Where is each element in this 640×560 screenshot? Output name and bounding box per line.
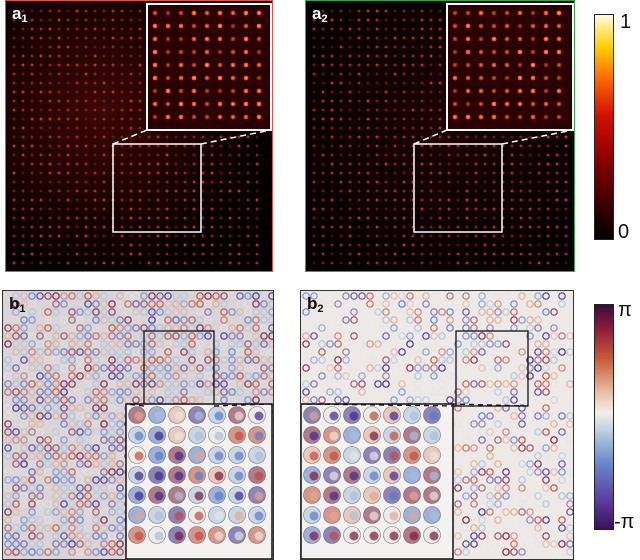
panel-label-b2: b2 (307, 294, 324, 315)
panel-a2: a2 (305, 0, 575, 272)
intensity-colorbar (594, 14, 614, 240)
panel-b2: b2 (300, 290, 574, 560)
panel-a1: a1 (5, 0, 273, 272)
intensity-min-label: 0 (618, 221, 630, 243)
panel-b1: b1 (2, 290, 274, 560)
panel-label-a1: a1 (12, 4, 28, 25)
phase-image-b2 (301, 291, 573, 559)
phase-min-label: -π (614, 511, 635, 533)
phase-colorbar (594, 304, 614, 530)
phase-image-b1 (3, 291, 273, 559)
intensity-max-label: 1 (620, 11, 632, 33)
panel-label-a2: a2 (312, 4, 328, 25)
panel-label-b1: b1 (9, 294, 26, 315)
phase-max-label: π (618, 299, 632, 321)
intensity-image-a2 (306, 1, 574, 271)
intensity-image-a1 (6, 1, 272, 271)
